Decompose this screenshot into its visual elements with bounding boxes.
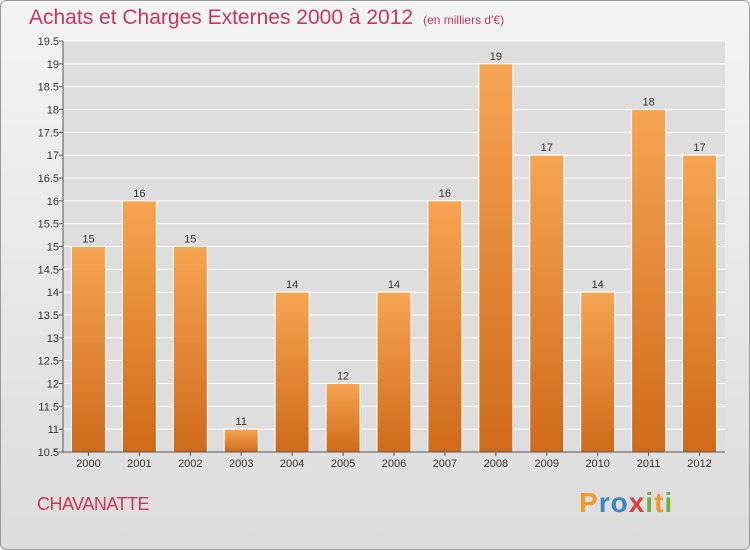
bar-2000 [70, 246, 106, 453]
proxiti-logo: Proxiti [579, 487, 673, 519]
bar-2008 [478, 63, 514, 453]
value-label-2003: 11 [236, 416, 247, 428]
x-tick-label-2006: 2006 [382, 458, 406, 470]
y-tick-label: 19 [47, 59, 59, 71]
y-tick-label: 12 [47, 379, 59, 391]
bar-2006 [376, 291, 412, 453]
value-label-2001: 16 [133, 188, 145, 200]
x-tick-label-2012: 2012 [687, 458, 711, 470]
bar-2001 [121, 200, 157, 453]
y-tick-label: 12.5 [38, 356, 59, 368]
chart-unit: (en milliers d'€) [423, 13, 505, 27]
bar-2012 [682, 154, 718, 453]
x-tick-label-2000: 2000 [76, 458, 100, 470]
y-tick-label: 15 [47, 242, 59, 254]
y-tick-label: 16.5 [38, 173, 59, 185]
bar-2003 [223, 428, 259, 453]
bar-2009 [529, 154, 565, 453]
bar-2007 [427, 200, 463, 453]
y-tick-label: 13.5 [38, 310, 59, 322]
x-tick-label-2009: 2009 [535, 458, 559, 470]
commune-name: CHAVANATTE [37, 494, 150, 514]
x-tick-label-2001: 2001 [127, 458, 151, 470]
y-tick-label: 14.5 [38, 264, 59, 276]
x-tick-label-2008: 2008 [484, 458, 508, 470]
logo-letter: i [645, 487, 655, 518]
logo-letter: r [598, 487, 611, 518]
y-tick-label: 18 [47, 105, 59, 117]
bar-2011 [631, 109, 667, 453]
x-tick-label-2007: 2007 [433, 458, 457, 470]
value-label-2007: 16 [439, 188, 451, 200]
value-label-2004: 14 [286, 279, 298, 291]
bar-2002 [172, 246, 208, 453]
y-tick-label: 17 [47, 150, 59, 162]
y-tick-label: 11 [48, 424, 59, 436]
x-tick-label-2003: 2003 [229, 458, 253, 470]
logo-letter: x [628, 487, 646, 518]
logo-letter: t [654, 487, 665, 518]
logo-letter: i [664, 487, 674, 518]
y-tick-label: 10.5 [38, 447, 59, 459]
x-tick-label-2010: 2010 [585, 458, 609, 470]
x-tick-label-2005: 2005 [331, 458, 355, 470]
logo-letter: P [579, 487, 599, 518]
y-tick-label: 15.5 [38, 219, 59, 231]
x-tick-label-2004: 2004 [280, 458, 304, 470]
value-label-2009: 17 [541, 142, 553, 154]
logo-letter: o [610, 487, 629, 518]
y-tick-label: 17.5 [38, 127, 59, 139]
value-label-2010: 14 [592, 279, 604, 291]
value-label-2012: 17 [693, 142, 705, 154]
y-tick-label: 19.5 [38, 36, 59, 48]
y-tick-label: 18.5 [38, 82, 59, 94]
value-label-2008: 19 [490, 51, 502, 63]
x-tick-label-2011: 2011 [637, 458, 661, 470]
value-label-2011: 18 [642, 97, 654, 109]
value-label-2002: 15 [184, 234, 196, 246]
bar-2010 [580, 291, 616, 453]
chart-title: Achats et Charges Externes 2000 à 2012 (e… [29, 6, 505, 29]
x-tick-label-2002: 2002 [178, 458, 202, 470]
y-tick-label: 13 [47, 333, 59, 345]
y-tick-label: 11.5 [38, 401, 59, 413]
value-label-2006: 14 [388, 279, 400, 291]
bar-2004 [274, 291, 310, 453]
value-label-2005: 12 [337, 371, 349, 383]
y-tick-label: 14 [47, 287, 59, 299]
value-label-2000: 15 [82, 234, 94, 246]
y-tick-label: 16 [47, 196, 59, 208]
bar-2005 [325, 383, 361, 453]
